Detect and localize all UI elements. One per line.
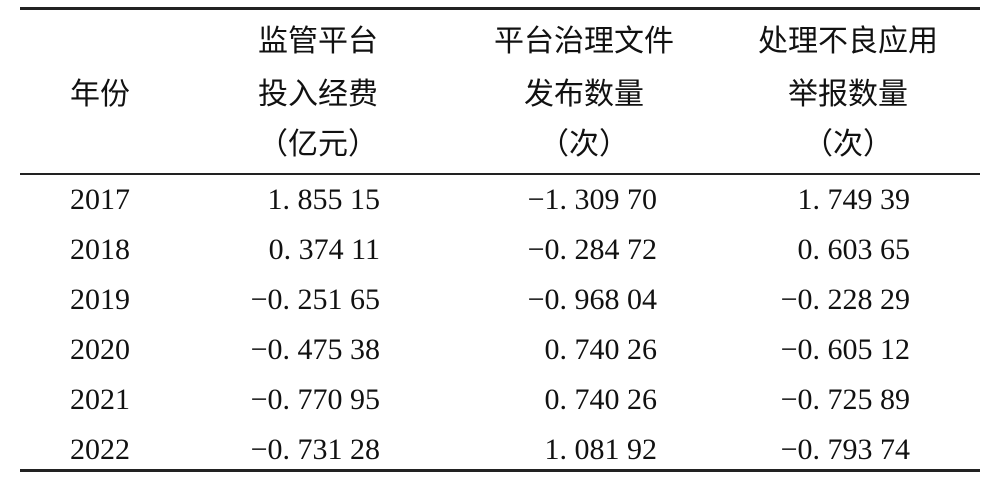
header-rule — [20, 173, 980, 175]
reports-cell: −0. 725 89 — [780, 383, 910, 416]
documents-cell: 0. 740 26 — [544, 383, 658, 416]
reports-cell: −0. 793 74 — [780, 433, 910, 466]
year-cell: 2019 — [70, 283, 130, 316]
funding-cell: −0. 475 38 — [250, 333, 380, 366]
top-rule — [20, 7, 980, 10]
reports-cell: −0. 228 29 — [780, 283, 910, 316]
documents-cell: 0. 740 26 — [544, 333, 658, 366]
header-documents-line2: 发布数量 — [524, 78, 644, 111]
header-reports-line2: 举报数量 — [788, 78, 908, 111]
year-cell: 2020 — [70, 333, 130, 366]
header-reports-unit: （次） — [803, 128, 893, 161]
year-cell: 2021 — [70, 383, 130, 416]
funding-cell: 1. 855 15 — [267, 183, 381, 216]
header-reports-line1: 处理不良应用 — [758, 25, 938, 58]
documents-cell: −0. 968 04 — [527, 283, 657, 316]
funding-cell: 0. 374 11 — [268, 233, 380, 266]
reports-cell: 1. 749 39 — [797, 183, 911, 216]
header-funding-line2: 投入经费 — [258, 78, 378, 111]
reports-cell: 0. 603 65 — [797, 233, 911, 266]
year-cell: 2022 — [70, 433, 130, 466]
header-documents-unit: （次） — [539, 128, 629, 161]
funding-cell: −0. 770 95 — [250, 383, 380, 416]
bottom-rule — [20, 469, 980, 472]
documents-cell: −1. 309 70 — [527, 183, 657, 216]
funding-cell: −0. 251 65 — [250, 283, 380, 316]
header-documents-line1: 平台治理文件 — [494, 25, 674, 58]
header-funding-line1: 监管平台 — [258, 25, 378, 58]
documents-cell: −0. 284 72 — [527, 233, 657, 266]
documents-cell: 1. 081 92 — [544, 433, 658, 466]
year-cell: 2018 — [70, 233, 130, 266]
header-year: 年份 — [70, 78, 130, 111]
year-cell: 2017 — [70, 183, 130, 216]
funding-cell: −0. 731 28 — [250, 433, 380, 466]
header-funding-unit: （亿元） — [258, 128, 378, 161]
reports-cell: −0. 605 12 — [780, 333, 910, 366]
